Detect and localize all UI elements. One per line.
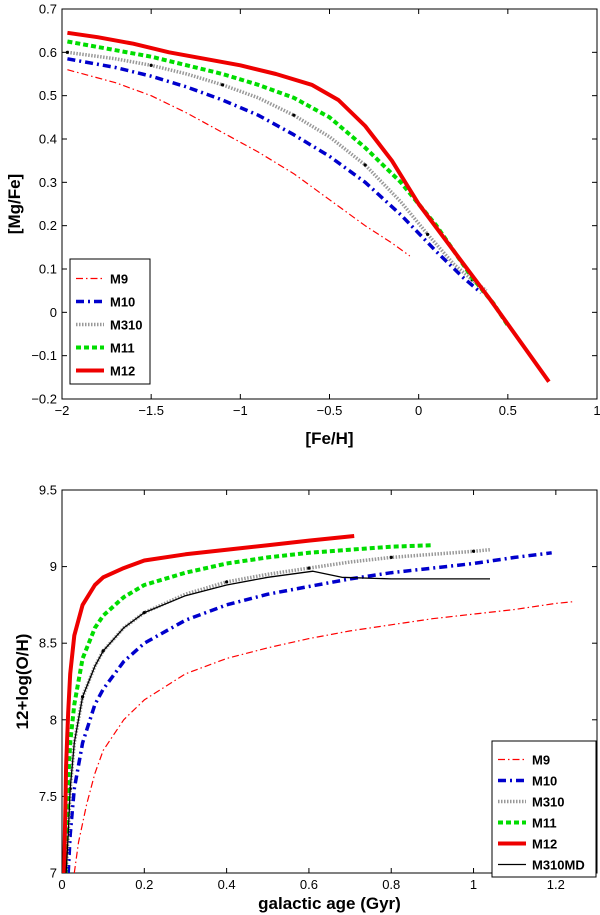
- series-marker-m310: [225, 580, 229, 584]
- bottom-panel-oxygen-vs-age: 0 0.2 0.4 0.6 0.8 1 1.2 7 7.5 8 8.5 9 9.5 galactic ag…: [13, 483, 598, 913]
- y-tick-label: 0.2: [39, 218, 57, 233]
- y-tick-label: −0.2: [31, 392, 57, 407]
- series-line-m9: [73, 601, 573, 873]
- y-tick-label: 0.1: [39, 262, 57, 277]
- y-tick-label: 9.5: [39, 483, 57, 498]
- y-tick-label: 7.5: [39, 789, 57, 804]
- series-marker-m310: [363, 163, 367, 167]
- plot-area: [65, 30, 551, 383]
- x-tick-label: 1: [470, 877, 477, 892]
- legend-label-m9: M9: [532, 753, 550, 768]
- x-tick-label: −0.5: [317, 403, 343, 418]
- y-tick-label: 0.3: [39, 175, 57, 190]
- legend-label-m310md: M310MD: [532, 858, 585, 873]
- series-line-m10: [66, 551, 552, 873]
- legend-label-m11: M11: [532, 816, 557, 831]
- legend: M9 M10 M310 M11 M12 M310MD: [491, 740, 597, 878]
- x-tick-label: 0.4: [218, 877, 236, 892]
- x-tick-label: −1: [233, 403, 248, 418]
- legend-label-m10: M10: [110, 295, 135, 310]
- x-tick-label: 0.2: [135, 877, 153, 892]
- legend-box: [491, 740, 597, 878]
- series-marker-m310: [149, 63, 153, 67]
- y-tick-label: 7: [50, 866, 57, 881]
- plot-area: [62, 534, 573, 873]
- x-tick-label: 0.6: [300, 877, 318, 892]
- y-tick-label: 0.7: [39, 2, 57, 17]
- legend-label-m10: M10: [532, 774, 557, 789]
- series-marker-m310: [292, 113, 296, 117]
- series-line-m12: [62, 534, 355, 873]
- series-line-m310: [67, 50, 488, 293]
- top-panel-mg-fe-vs-fe-h: −2 −1.5 −1 −0.5 0 0.5 1 −0.2 −0.1 0 0.1 0.2 0.3 0.4 0.…: [5, 2, 600, 449]
- x-tick-label: 0: [58, 877, 65, 892]
- legend-label-m9: M9: [110, 272, 128, 287]
- legend-label-m12: M12: [110, 364, 135, 379]
- x-tick-label: 1.2: [547, 877, 565, 892]
- series-line-m310md: [65, 570, 490, 873]
- y-tick-label: 8: [50, 712, 57, 727]
- series-marker-m310: [389, 555, 393, 560]
- legend-label-m12: M12: [532, 837, 557, 852]
- x-axis-label: galactic age (Gyr): [258, 894, 401, 913]
- x-tick-label: −2: [55, 403, 70, 418]
- y-tick-label: 0.4: [39, 132, 57, 147]
- x-axis-label: [Fe/H]: [305, 429, 353, 448]
- series-marker-m310: [471, 549, 476, 553]
- legend: M9 M10 M310 M11 M12: [69, 258, 151, 385]
- series-line-m10: [67, 57, 483, 295]
- series-line-m9: [67, 69, 411, 257]
- series-line-m11: [67, 39, 510, 327]
- x-tick-label: 1: [593, 403, 600, 418]
- y-tick-label: 0: [50, 305, 57, 320]
- y-axis-label: 12+log(O/H): [13, 634, 32, 730]
- series-marker-m310: [220, 83, 225, 87]
- y-tick-label: 0.6: [39, 45, 57, 60]
- legend-label-m310: M310: [532, 795, 565, 810]
- series-line-m12: [67, 30, 551, 383]
- x-tick-label: 0.8: [382, 877, 400, 892]
- series-marker-m310: [65, 50, 69, 54]
- legend-label-m310: M310: [110, 318, 143, 333]
- series-marker-m310: [307, 566, 311, 570]
- series-line-m310: [64, 547, 491, 873]
- y-tick-label: −0.1: [31, 348, 57, 363]
- plot-frame: [61, 8, 598, 400]
- y-tick-label: 9: [50, 559, 57, 574]
- y-tick-label: 8.5: [39, 636, 57, 651]
- y-axis-label: [Mg/Fe]: [5, 174, 24, 234]
- y-tick-label: 0.5: [39, 88, 57, 103]
- series-marker-m310: [425, 232, 430, 236]
- x-tick-label: 0: [415, 403, 422, 418]
- x-tick-label: −1.5: [138, 403, 164, 418]
- legend-label-m11: M11: [110, 341, 135, 356]
- legend-box: [69, 258, 151, 385]
- x-tick-label: 0.5: [499, 403, 517, 418]
- series-line-m11: [63, 543, 433, 873]
